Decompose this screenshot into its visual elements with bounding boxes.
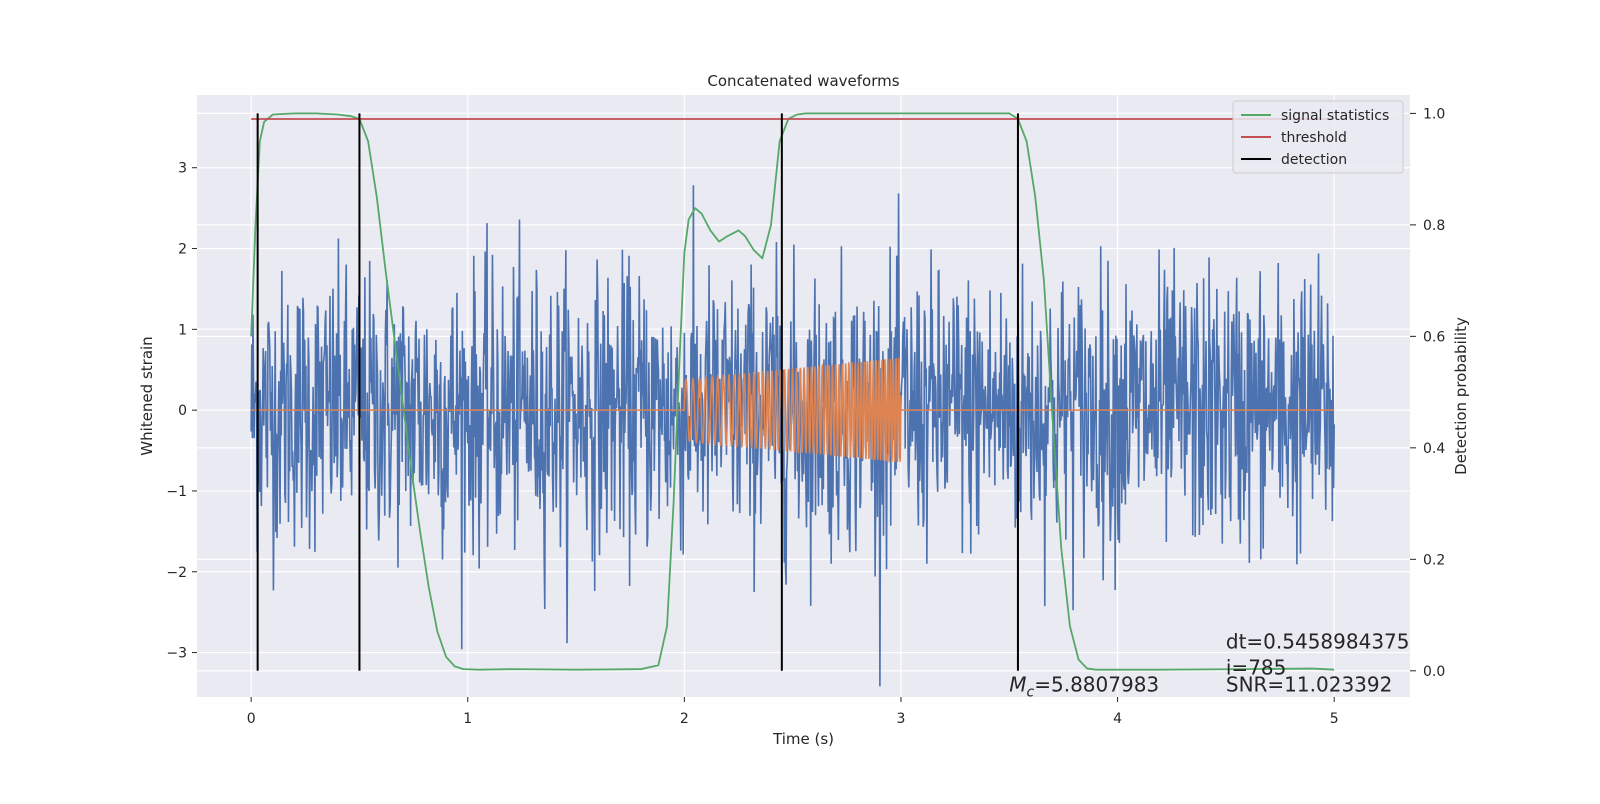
- annotation: i=785: [1226, 655, 1287, 679]
- y2-tick-label: 0.0: [1423, 664, 1445, 680]
- series-injected-waveform: [251, 357, 1335, 464]
- annotation: dt=0.5458984375: [1226, 630, 1410, 654]
- y-axis-label: Whitened strain: [138, 336, 156, 455]
- y2-tick-label: 0.6: [1423, 329, 1445, 345]
- y-tick-label: 1: [178, 322, 187, 338]
- legend-label: signal statistics: [1281, 108, 1389, 124]
- legend-box: [1232, 100, 1404, 174]
- x-tick-label: 4: [1113, 711, 1122, 727]
- y2-axis-label: Detection probability: [1452, 317, 1470, 475]
- y-tick-label: −1: [166, 484, 187, 500]
- x-tick-label: 0: [247, 711, 256, 727]
- series-whitened-strain: [250, 185, 1335, 687]
- y-tick-label: 2: [178, 242, 187, 258]
- x-tick-label: 1: [463, 711, 472, 727]
- y-tick-label: −3: [166, 646, 187, 662]
- x-tick-label: 2: [680, 711, 689, 727]
- axes: 0 1 2 3 4 5 −3 −2 −1 0 1 2 3 0.0 0.2 0.4 0.6 0.8 1.0: [166, 106, 1445, 727]
- x-axis-label: Time (s): [772, 730, 834, 748]
- y2-tick-label: 0.4: [1423, 441, 1445, 457]
- x-tick-label: 3: [897, 711, 906, 727]
- legend: signal statistics threshold detection: [1232, 100, 1404, 174]
- y2-tick-label: 0.2: [1423, 552, 1445, 568]
- legend-label: threshold: [1281, 130, 1347, 146]
- y2-tick-label: 1.0: [1423, 106, 1445, 122]
- x-tick-label: 5: [1330, 711, 1339, 727]
- y-tick-label: 3: [178, 161, 187, 177]
- series-layer: [250, 112, 1335, 687]
- y2-tick-label: 0.8: [1423, 218, 1445, 234]
- legend-label: detection: [1281, 152, 1347, 168]
- annotation: SNR=11.023392: [1226, 672, 1392, 696]
- chart-title: Concatenated waveforms: [707, 72, 899, 90]
- y-tick-label: 0: [178, 403, 187, 419]
- series-signal-statistics: [250, 112, 1335, 671]
- annotation: Mc=5.8807983: [1009, 672, 1159, 700]
- y-tick-label: −2: [166, 565, 187, 581]
